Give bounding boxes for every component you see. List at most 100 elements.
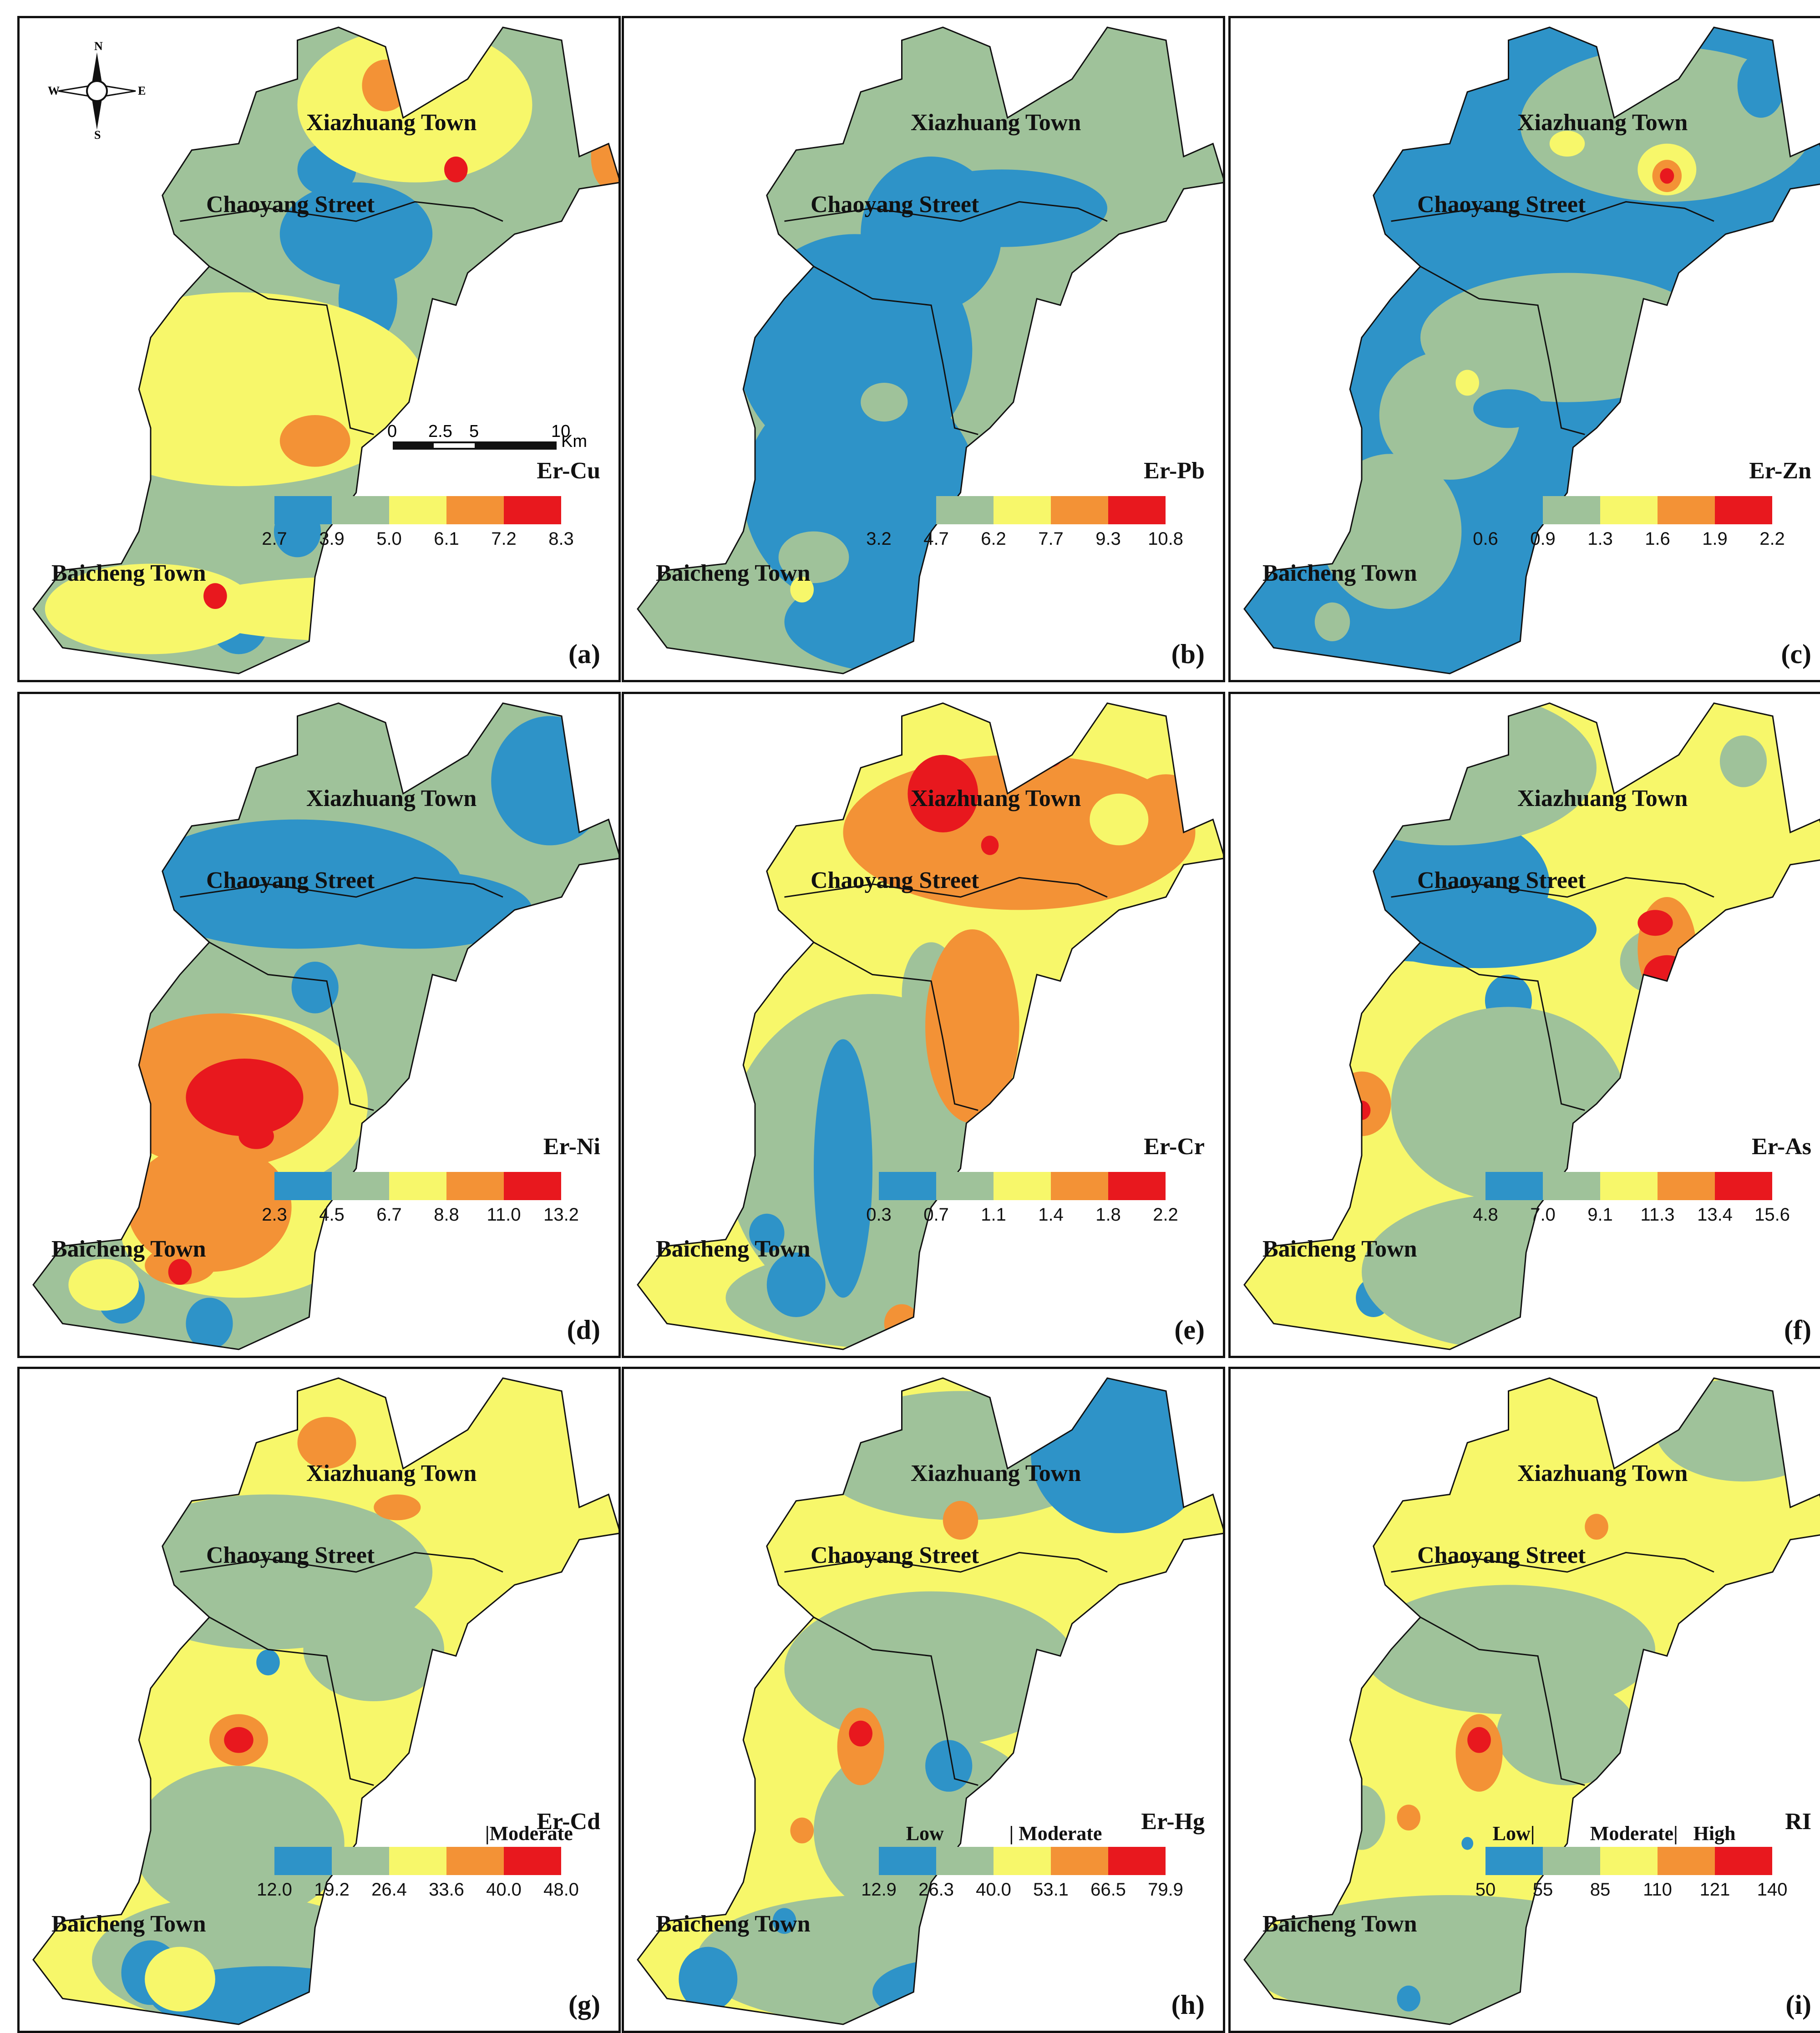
map-panel-i: Xiazhuang Town Chaoyang Street Baicheng To… bbox=[1228, 1367, 1820, 2033]
legend-swatch-c3 bbox=[994, 1172, 1051, 1200]
legend-tick: 110 bbox=[1643, 1880, 1672, 1900]
legend-bar bbox=[274, 1172, 561, 1200]
place-chaoyang: Chaoyang Street bbox=[1417, 867, 1586, 893]
place-chaoyang: Chaoyang Street bbox=[811, 1542, 979, 1568]
panel-label: (b) bbox=[1171, 639, 1205, 669]
legend-tick: 7.0 bbox=[1530, 1205, 1556, 1225]
risk-zone-c3 bbox=[180, 577, 532, 641]
risk-zone-c2 bbox=[1532, 557, 1602, 609]
risk-zone-c1 bbox=[872, 1960, 1014, 2024]
risk-zone-c1 bbox=[1031, 1378, 1207, 1533]
legend-tick: 11.0 bbox=[487, 1205, 521, 1225]
town-boundary-1 bbox=[1391, 1551, 1714, 1573]
legend-swatch-c2 bbox=[332, 496, 389, 524]
legend-bar bbox=[274, 496, 561, 524]
legend-tick: 12.0 bbox=[257, 1880, 292, 1900]
legend-tick: 50 bbox=[1475, 1880, 1496, 1900]
legend-swatch-c2 bbox=[1543, 1847, 1600, 1875]
map-panel-a: Xiazhuang Town Chaoyang Street Baicheng To… bbox=[17, 16, 621, 682]
legend-swatch-c3 bbox=[994, 1847, 1051, 1875]
legend-swatch-c5 bbox=[504, 496, 561, 524]
legend-swatch-c2 bbox=[332, 1847, 389, 1875]
legend-swatch-c3 bbox=[1600, 1847, 1658, 1875]
risk-zone-c1 bbox=[1362, 890, 1597, 968]
map-panel-g: Xiazhuang Town Chaoyang Street Baicheng To… bbox=[17, 1367, 621, 2033]
legend-tick: 85 bbox=[1590, 1880, 1611, 1900]
town-boundary-1 bbox=[180, 877, 503, 898]
legend-tick: 53.1 bbox=[1033, 1880, 1069, 1900]
place-xiazhuang: Xiazhuang Town bbox=[1517, 1460, 1688, 1486]
map-surface bbox=[1243, 26, 1820, 674]
legend-tick: 48.0 bbox=[543, 1880, 579, 1900]
legend-tick: 1.9 bbox=[1702, 529, 1728, 549]
risk-zone-c2 bbox=[1391, 1007, 1626, 1201]
risk-zone-c1 bbox=[467, 370, 515, 396]
place-xiazhuang: Xiazhuang Town bbox=[306, 110, 477, 136]
legend-tick: 6.7 bbox=[376, 1205, 402, 1225]
legend-swatch-c2 bbox=[936, 1172, 994, 1200]
place-xiazhuang: Xiazhuang Town bbox=[911, 786, 1081, 811]
legend-class-label: |Moderate bbox=[485, 1822, 573, 1845]
risk-zone-c1 bbox=[1473, 389, 1544, 428]
legend-bar bbox=[879, 1172, 1166, 1200]
legend-title: Er-Zn bbox=[1749, 458, 1811, 484]
risk-zone-c2 bbox=[1379, 350, 1521, 480]
place-xiazhuang: Xiazhuang Town bbox=[911, 1460, 1081, 1486]
legend-tick: 3.2 bbox=[866, 529, 892, 549]
legend-swatch-c1 bbox=[1485, 1847, 1543, 1875]
legend-tick: 33.6 bbox=[429, 1880, 464, 1900]
map-surface bbox=[32, 26, 618, 674]
legend-tick: 6.1 bbox=[434, 529, 459, 549]
legend-bar bbox=[1485, 1847, 1772, 1875]
legend-swatch-c4 bbox=[1051, 1172, 1108, 1200]
place-baicheng: Baicheng Town bbox=[656, 1236, 811, 1262]
map-surface bbox=[637, 702, 1223, 1350]
risk-zone-c2 bbox=[133, 1766, 345, 1921]
legend-tick: 8.3 bbox=[548, 529, 574, 549]
legend-tick: 7.2 bbox=[491, 529, 517, 549]
legend-class-label: Low bbox=[906, 1822, 944, 1845]
legend-tick: 0.7 bbox=[923, 1205, 949, 1225]
place-chaoyang: Chaoyang Street bbox=[206, 192, 375, 218]
legend-swatch-c1 bbox=[274, 1172, 332, 1200]
legend-title: Er-Cu bbox=[537, 458, 600, 484]
risk-zone-c4 bbox=[374, 1494, 421, 1521]
risk-zone-c1 bbox=[784, 570, 1019, 674]
map-panel-f: Xiazhuang Town Chaoyang Street Baicheng To… bbox=[1228, 692, 1820, 1358]
district-outline bbox=[1243, 702, 1820, 1350]
compass-label-s: S bbox=[94, 128, 101, 141]
panel-label: (f) bbox=[1784, 1315, 1811, 1345]
legend-tick: 1.4 bbox=[1038, 1205, 1064, 1225]
legend-swatch-c3 bbox=[1600, 1172, 1658, 1200]
compass-rose-icon: N S W E bbox=[48, 41, 146, 141]
district-outline bbox=[1243, 1377, 1820, 2025]
legend-tick: 10.8 bbox=[1148, 529, 1183, 549]
panel-label: (e) bbox=[1174, 1315, 1205, 1345]
place-xiazhuang: Xiazhuang Town bbox=[306, 786, 477, 811]
risk-zone-c1 bbox=[186, 1298, 233, 1349]
district-outline bbox=[32, 1377, 618, 2025]
scale-tick: 5 bbox=[469, 422, 479, 441]
place-baicheng: Baicheng Town bbox=[51, 1911, 206, 1937]
legend-swatch-c4 bbox=[446, 496, 504, 524]
legend-swatch-c1 bbox=[879, 1847, 936, 1875]
map-surface bbox=[32, 1377, 618, 2025]
legend-tick: 4.5 bbox=[319, 1205, 345, 1225]
legend-bar bbox=[274, 1847, 561, 1875]
scale-tick: 2.5 bbox=[428, 422, 452, 441]
legend-tick: 26.4 bbox=[371, 1880, 407, 1900]
town-boundary-2 bbox=[1420, 942, 1585, 1111]
legend-tick: 5.0 bbox=[376, 529, 402, 549]
legend-tick: 26.3 bbox=[918, 1880, 954, 1900]
legend-tick: 2.3 bbox=[262, 1205, 287, 1225]
map-panel-h: Xiazhuang Town Chaoyang Street Baicheng To… bbox=[622, 1367, 1225, 2033]
legend-swatch-c3 bbox=[389, 496, 446, 524]
map-surface bbox=[32, 702, 618, 1350]
scale-tick: 0 bbox=[387, 422, 397, 441]
place-baicheng: Baicheng Town bbox=[51, 1236, 206, 1262]
legend-tick: 0.6 bbox=[1473, 529, 1498, 549]
legend-title: Er-Cr bbox=[1144, 1134, 1205, 1160]
risk-zone-c4 bbox=[1397, 1805, 1420, 1830]
legend-tick: 66.5 bbox=[1090, 1880, 1126, 1900]
legend-swatch-c1 bbox=[274, 496, 332, 524]
